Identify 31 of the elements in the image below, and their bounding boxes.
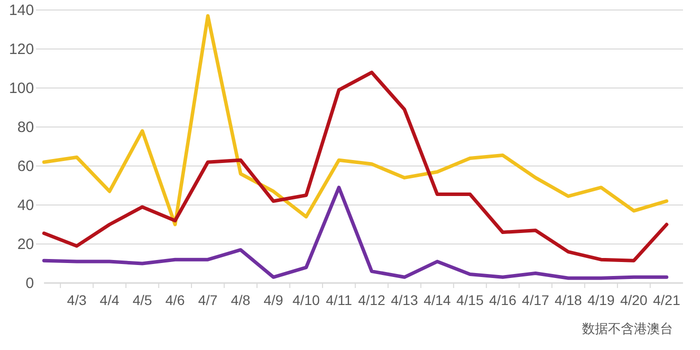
x-tick-label: 4/21 bbox=[652, 292, 680, 308]
x-tick-label: 4/20 bbox=[620, 292, 648, 308]
y-tick-label: 60 bbox=[17, 158, 34, 175]
y-tick-label: 20 bbox=[17, 236, 34, 253]
y-tick-label: 140 bbox=[8, 2, 34, 19]
x-tick-label: 4/19 bbox=[587, 292, 615, 308]
x-tick-label: 4/7 bbox=[198, 292, 218, 308]
x-tick-label: 4/3 bbox=[67, 292, 87, 308]
line-series bbox=[42, 14, 668, 226]
line-series bbox=[42, 70, 668, 262]
x-tick-label: 4/15 bbox=[456, 292, 484, 308]
x-tick-label: 4/4 bbox=[100, 292, 120, 308]
y-tick-label: 0 bbox=[26, 275, 34, 292]
x-tick-label: 4/13 bbox=[390, 292, 418, 308]
y-tick-label: 40 bbox=[17, 197, 34, 214]
x-tick-label: 4/9 bbox=[264, 292, 284, 308]
x-tick-label: 4/18 bbox=[554, 292, 582, 308]
line-series bbox=[42, 186, 668, 280]
x-tick-label: 4/10 bbox=[292, 292, 320, 308]
y-tick-label: 80 bbox=[17, 119, 34, 136]
x-tick-label: 4/17 bbox=[522, 292, 550, 308]
y-tick-label: 100 bbox=[8, 80, 34, 97]
y-tick-label: 120 bbox=[8, 41, 34, 58]
x-tick-label: 4/12 bbox=[358, 292, 386, 308]
x-tick-label: 4/6 bbox=[165, 292, 186, 308]
x-tick-label: 4/8 bbox=[230, 292, 251, 308]
x-tick-label: 4/5 bbox=[132, 292, 152, 308]
x-tick-label: 4/14 bbox=[424, 292, 452, 308]
text: 数据不含港澳台 bbox=[582, 321, 673, 336]
x-tick-label: 4/11 bbox=[326, 292, 352, 308]
x-tick-label: 4/16 bbox=[489, 292, 517, 308]
